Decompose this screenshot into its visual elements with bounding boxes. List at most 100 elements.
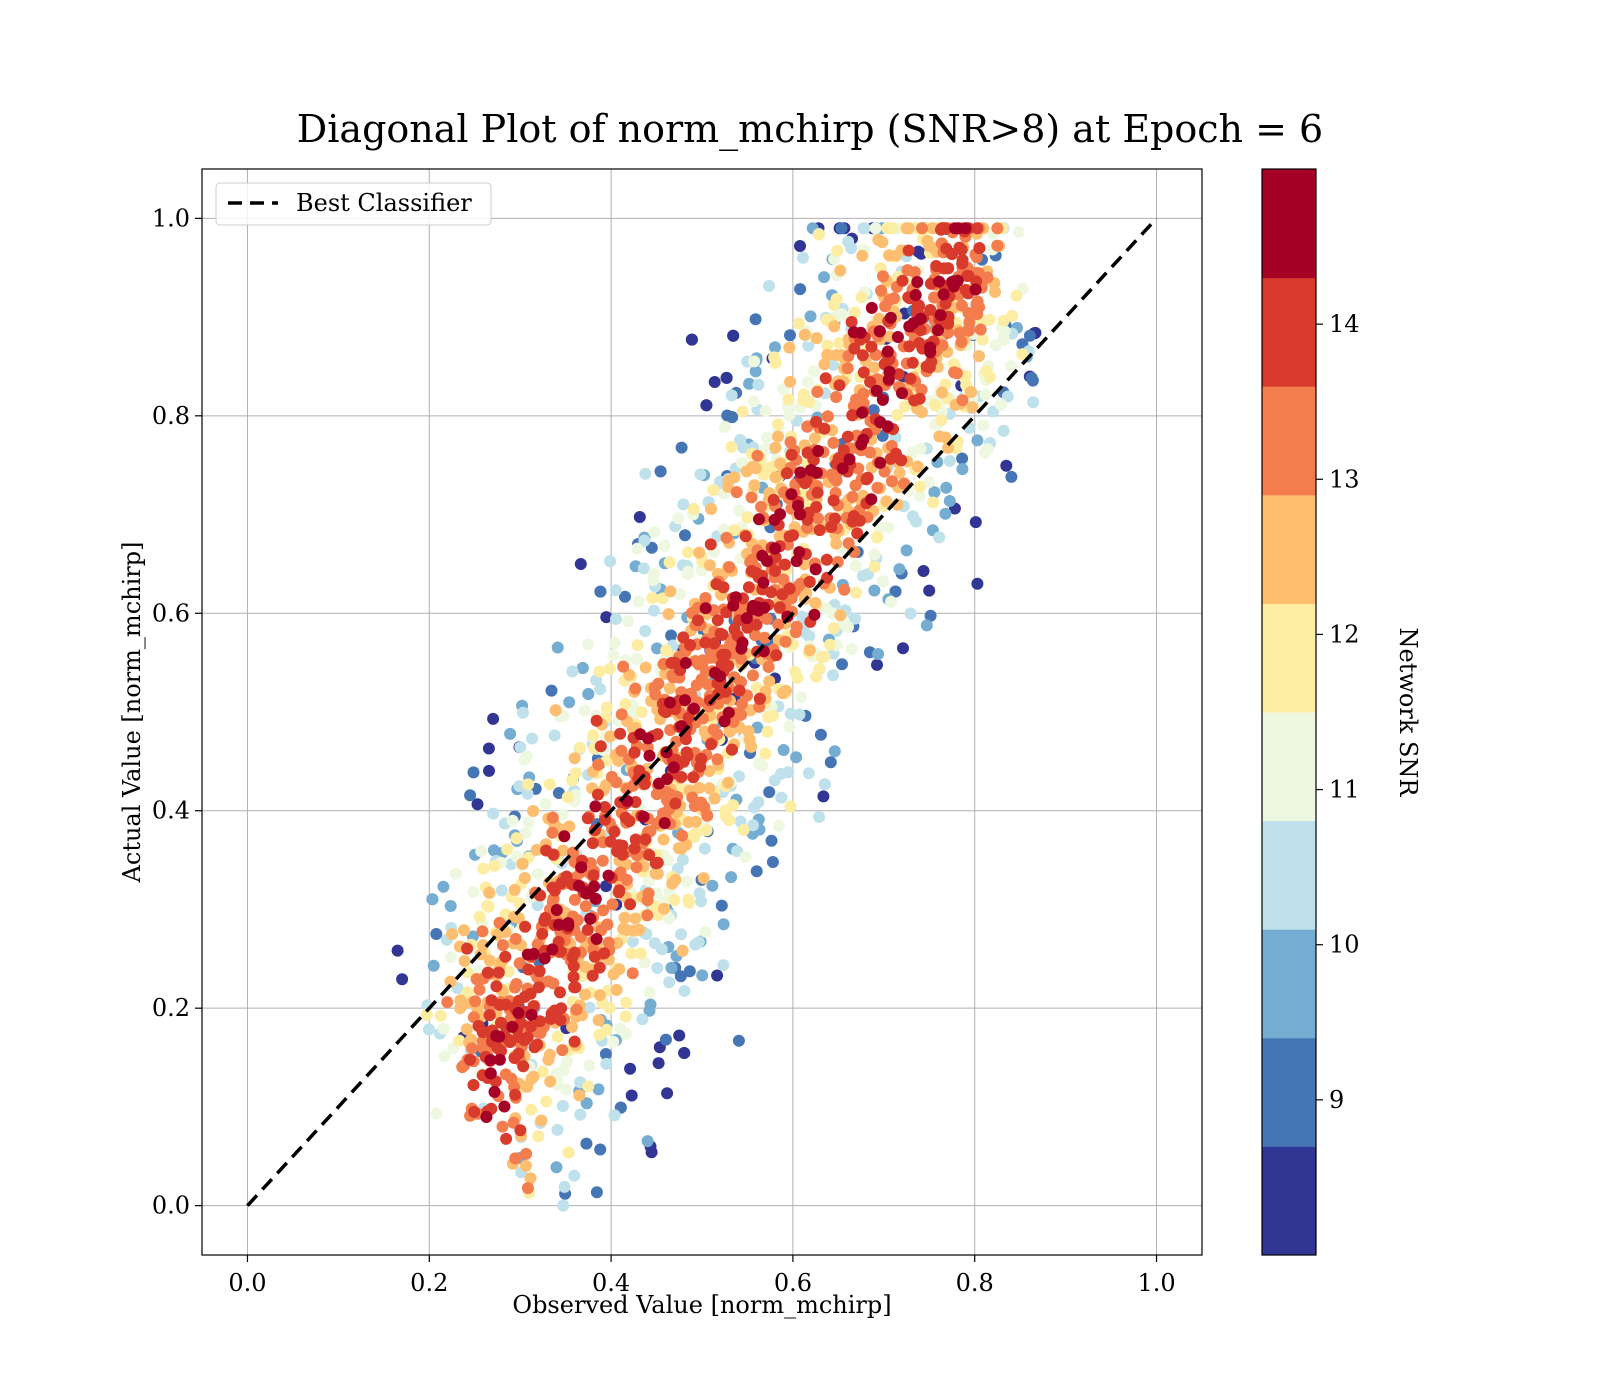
scatter-point bbox=[658, 902, 670, 915]
scatter-point bbox=[513, 957, 526, 970]
scatter-point bbox=[708, 376, 721, 388]
scatter-point bbox=[567, 970, 580, 983]
scatter-point bbox=[868, 584, 881, 597]
scatter-point bbox=[784, 436, 797, 449]
scatter-point bbox=[610, 613, 622, 625]
scatter-point bbox=[603, 1002, 616, 1014]
scatter-point bbox=[973, 350, 985, 363]
scatter-point bbox=[871, 658, 883, 671]
scatter-point bbox=[749, 629, 761, 641]
scatter-point bbox=[615, 744, 628, 757]
colorbar-segment bbox=[1262, 386, 1316, 496]
scatter-point bbox=[810, 415, 822, 428]
scatter-point bbox=[849, 612, 861, 625]
scatter-point bbox=[739, 530, 752, 543]
scatter-point bbox=[835, 222, 848, 235]
scatter-point bbox=[660, 785, 673, 798]
scatter-point bbox=[554, 986, 566, 999]
scatter-point bbox=[617, 922, 630, 935]
scatter-point bbox=[593, 665, 606, 678]
scatter-point bbox=[632, 595, 645, 608]
scatter-point bbox=[667, 761, 680, 774]
scatter-point bbox=[467, 766, 480, 779]
scatter-point bbox=[808, 608, 821, 621]
scatter-point bbox=[558, 830, 571, 843]
scatter-point bbox=[665, 961, 678, 974]
scatter-point bbox=[961, 269, 974, 282]
scatter-points bbox=[391, 222, 1042, 1212]
scatter-point bbox=[504, 727, 517, 740]
scatter-point bbox=[663, 682, 676, 695]
scatter-point bbox=[464, 1053, 476, 1066]
scatter-point bbox=[583, 887, 596, 900]
scatter-point bbox=[779, 635, 792, 648]
scatter-point bbox=[620, 996, 633, 1009]
scatter-point bbox=[980, 365, 993, 377]
scatter-point bbox=[475, 845, 488, 858]
scatter-point bbox=[804, 310, 817, 323]
scatter-point bbox=[525, 1103, 538, 1116]
scatter-point bbox=[679, 657, 692, 669]
scatter-point bbox=[588, 950, 601, 963]
scatter-point bbox=[717, 581, 730, 594]
scatter-point bbox=[831, 244, 844, 257]
scatter-point bbox=[883, 249, 896, 262]
scatter-point bbox=[719, 685, 732, 698]
scatter-point bbox=[579, 900, 592, 913]
scatter-point bbox=[855, 291, 868, 304]
scatter-point bbox=[539, 797, 552, 810]
scatter-point bbox=[952, 222, 965, 235]
scatter-point bbox=[845, 316, 858, 328]
scatter-point bbox=[948, 366, 961, 379]
scatter-point bbox=[698, 842, 711, 855]
scatter-point bbox=[877, 270, 889, 283]
scatter-point bbox=[528, 1041, 541, 1054]
scatter-point bbox=[631, 542, 644, 555]
scatter-point bbox=[673, 1029, 686, 1042]
scatter-point bbox=[634, 947, 647, 960]
scatter-point bbox=[818, 778, 831, 791]
scatter-point bbox=[727, 329, 740, 342]
scatter-point bbox=[976, 333, 989, 346]
scatter-point bbox=[864, 376, 877, 388]
scatter-point bbox=[430, 1107, 443, 1120]
scatter-point bbox=[915, 247, 928, 260]
scatter-point bbox=[590, 933, 603, 945]
scatter-point bbox=[762, 661, 775, 673]
scatter-point bbox=[856, 569, 869, 582]
y-axis-label: Actual Value [norm_mchirp] bbox=[118, 542, 146, 884]
scatter-point bbox=[657, 833, 670, 846]
scatter-point bbox=[809, 597, 822, 609]
y-tick-label: 0.2 bbox=[152, 994, 190, 1022]
scatter-point bbox=[470, 973, 483, 986]
scatter-point bbox=[842, 621, 854, 634]
scatter-point bbox=[1010, 289, 1023, 302]
scatter-point bbox=[783, 582, 796, 595]
scatter-point bbox=[868, 361, 881, 374]
scatter-point bbox=[805, 464, 817, 477]
scatter-point bbox=[566, 774, 579, 787]
scatter-point bbox=[637, 562, 650, 575]
scatter-point bbox=[625, 1089, 638, 1102]
scatter-point bbox=[624, 1062, 637, 1075]
scatter-point bbox=[648, 526, 661, 538]
scatter-point bbox=[835, 308, 848, 321]
scatter-point bbox=[645, 1146, 658, 1159]
scatter-point bbox=[747, 669, 759, 682]
scatter-point bbox=[522, 963, 535, 976]
scatter-point bbox=[792, 317, 805, 330]
scatter-point bbox=[937, 288, 950, 301]
scatter-point bbox=[650, 788, 663, 801]
scatter-point bbox=[461, 986, 474, 999]
scatter-point bbox=[802, 339, 815, 352]
scatter-point bbox=[607, 649, 620, 662]
scatter-point bbox=[682, 816, 695, 829]
scatter-point bbox=[481, 966, 494, 979]
scatter-point bbox=[785, 488, 798, 501]
scatter-point bbox=[841, 362, 854, 375]
scatter-point bbox=[943, 495, 956, 507]
scatter-point bbox=[981, 271, 994, 284]
scatter-point bbox=[970, 251, 983, 264]
scatter-point bbox=[973, 242, 986, 255]
scatter-point bbox=[833, 336, 846, 349]
